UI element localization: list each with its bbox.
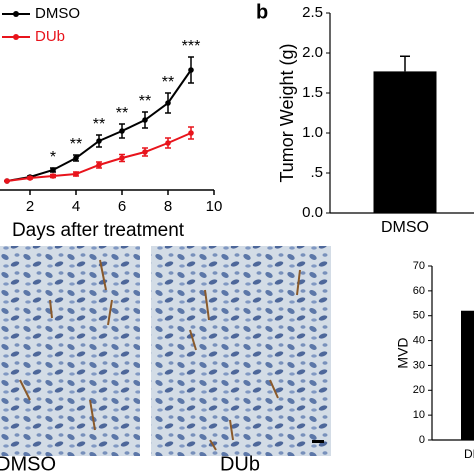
- y-tick-label: 2.5: [302, 4, 323, 21]
- data-point: [4, 178, 10, 184]
- data-point: [96, 138, 102, 144]
- x-tick-label: 4: [72, 198, 80, 215]
- x-tick-label: DMSO: [464, 447, 474, 461]
- x-tick-label: 8: [164, 198, 172, 215]
- data-point: [50, 173, 56, 179]
- x-tick-label: 2: [26, 198, 34, 215]
- y-tick-label: 0: [419, 434, 425, 446]
- panel-label: b: [256, 1, 268, 23]
- legend-label: DUb: [35, 28, 65, 45]
- data-point: [50, 167, 56, 173]
- y-tick-label: 2.0: [302, 44, 323, 61]
- y-tick-label: .5: [310, 164, 323, 181]
- data-point: [142, 149, 148, 155]
- x-axis-label: Days after treatment: [12, 220, 185, 241]
- significance-mark: **: [93, 116, 105, 133]
- image-label: DUb: [220, 453, 260, 474]
- significance-mark: **: [70, 136, 82, 153]
- x-tick-label: DMSO: [381, 219, 429, 236]
- bar: [461, 310, 474, 440]
- y-tick-label: 70: [413, 260, 425, 272]
- legend-marker: [13, 11, 19, 17]
- x-tick-label: 10: [206, 198, 223, 215]
- micrograph-dub: [151, 246, 331, 456]
- significance-mark: *: [50, 149, 56, 166]
- significance-mark: **: [162, 74, 174, 91]
- significance-mark: ***: [182, 38, 201, 55]
- y-tick-label: 50: [413, 310, 425, 322]
- significance-mark: **: [139, 93, 151, 110]
- y-tick-label: 0.0: [302, 204, 323, 221]
- bar-chart: 0.0 .5 1.0 1.5 2.0 2.5 Tumor Weight (g) b DMSO: [256, 1, 474, 236]
- y-tick-label: 30: [413, 359, 425, 371]
- data-point: [165, 100, 171, 106]
- data-point: [73, 155, 79, 161]
- bar: [373, 71, 437, 214]
- data-point: [73, 171, 79, 177]
- micrograph-dmso: [0, 246, 140, 456]
- significance-mark: **: [116, 105, 128, 122]
- data-point: [165, 140, 171, 146]
- y-tick-label: 1.0: [302, 124, 323, 141]
- y-tick-label: 20: [413, 384, 425, 396]
- data-point: [96, 162, 102, 168]
- x-tick-label: 6: [118, 198, 126, 215]
- bar-chart: 0 10 20 30 40 50 60 70 MVD DMSO: [395, 260, 474, 461]
- y-tick-label: 60: [413, 285, 425, 297]
- y-axis-label: MVD: [395, 337, 411, 368]
- data-point: [27, 175, 33, 181]
- data-point: [119, 155, 125, 161]
- y-axis-label: Tumor Weight (g): [277, 43, 297, 182]
- data-point: [188, 67, 194, 73]
- error-bar: [400, 55, 410, 72]
- data-point: [188, 130, 194, 136]
- y-tick-label: 1.5: [302, 84, 323, 101]
- y-tick-label: 40: [413, 334, 425, 346]
- legend-label: DMSO: [35, 5, 80, 22]
- legend-marker: [13, 34, 19, 40]
- data-point: [119, 128, 125, 134]
- image-label: DMSO: [0, 453, 56, 474]
- data-point: [142, 117, 148, 123]
- y-tick-label: 10: [413, 409, 425, 421]
